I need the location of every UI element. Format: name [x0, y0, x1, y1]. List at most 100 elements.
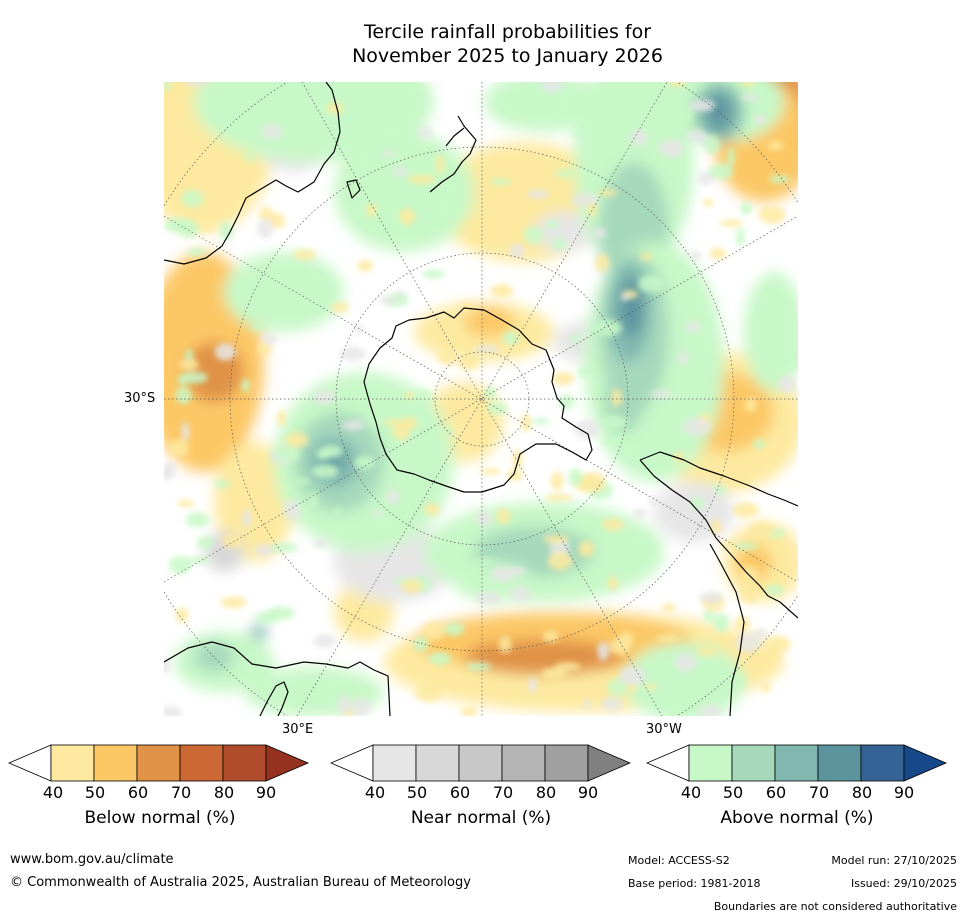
colorbar-segment	[688, 744, 733, 782]
speckle-near	[509, 585, 532, 602]
speckle-near	[753, 629, 768, 638]
colorbar-segment	[372, 744, 417, 782]
speckle-below	[673, 451, 684, 463]
speckle-below	[602, 611, 611, 619]
speckle-near	[685, 321, 701, 333]
speckle-near	[283, 499, 301, 520]
south-america-coast	[639, 451, 798, 619]
speckle-below	[611, 388, 622, 408]
speckle-above	[181, 189, 204, 208]
speckle-above	[422, 269, 445, 279]
speckle-above	[523, 226, 544, 245]
speckle-below	[655, 634, 681, 642]
speckle-below	[597, 190, 618, 197]
speckle-above	[266, 606, 295, 620]
colorbar-below-svg	[8, 744, 310, 782]
speckle-below	[464, 222, 474, 230]
speckle-below	[437, 347, 457, 365]
speckle-below	[284, 431, 309, 448]
speckle-above	[241, 378, 250, 393]
speckle-above	[604, 543, 615, 551]
speckle-above	[274, 446, 301, 462]
speckle-below	[175, 607, 189, 623]
speckle-near	[665, 139, 684, 158]
speckle-above	[551, 237, 567, 251]
near-tick-80: 80	[535, 783, 557, 802]
speckle-near	[703, 487, 719, 505]
speckle-above	[720, 671, 746, 692]
speckle-below	[578, 540, 595, 558]
lat-circle-45	[229, 146, 735, 652]
speckle-near	[583, 699, 592, 709]
near-normal-title: Near normal (%)	[410, 808, 552, 828]
colorbar-segment	[179, 744, 224, 782]
speckle-below	[457, 302, 476, 309]
speckle-below	[357, 259, 373, 272]
speckle-below	[739, 584, 758, 604]
colorbar-above-normal	[646, 744, 948, 782]
speckle-below	[221, 534, 244, 549]
speckle-above	[466, 662, 491, 671]
speckle-above	[555, 169, 575, 178]
probability-shading	[164, 82, 798, 716]
website-link[interactable]: www.bom.gov.au/climate	[10, 852, 174, 867]
speckle-above	[557, 94, 570, 114]
speckle-below	[543, 535, 569, 544]
colorbar-below-upper-arrow	[265, 744, 310, 782]
speckle-above	[412, 389, 432, 406]
colorbar-segment	[415, 744, 460, 782]
speckle-near	[339, 346, 367, 361]
speckle-below	[767, 141, 784, 151]
speckle-above	[752, 439, 765, 449]
speckle-above	[769, 175, 790, 184]
colorbar-below-lower-arrow	[8, 744, 52, 782]
speckle-below	[259, 206, 274, 222]
speckle-above	[354, 455, 375, 470]
speckle-near	[650, 497, 660, 506]
speckle-below	[602, 518, 624, 531]
above-tick-90: 90	[893, 783, 915, 802]
model-run-text: Model run: 27/10/2025	[831, 854, 957, 867]
map-title: Tercile rainfall probabilities for Novem…	[0, 20, 965, 68]
speckle-above	[502, 331, 519, 346]
speckle-below	[270, 212, 286, 229]
shade-above	[194, 642, 234, 672]
speckle-near	[509, 243, 525, 258]
speckle-near	[313, 538, 330, 548]
speckle-near	[164, 466, 177, 480]
speckle-above	[776, 349, 798, 370]
shade-above	[224, 252, 344, 332]
speckle-near	[164, 461, 176, 470]
speckle-above	[490, 178, 512, 185]
below-tick-90: 90	[255, 783, 277, 802]
australia-coast	[164, 82, 341, 265]
south-america-west-coast	[709, 543, 745, 716]
speckle-near	[540, 82, 564, 93]
speckle-above	[213, 480, 231, 488]
speckle-near	[593, 227, 607, 239]
speckle-near	[619, 666, 647, 686]
speckle-above	[558, 394, 575, 409]
speckle-above	[603, 437, 630, 447]
speckle-near	[386, 488, 400, 505]
speckle-above	[473, 558, 497, 566]
colorbar-near-segments	[372, 744, 589, 782]
colorbar-segment	[731, 744, 776, 782]
speckle-above	[185, 512, 210, 528]
speckle-above	[187, 248, 206, 256]
map-canvas	[164, 82, 798, 716]
shade-above	[251, 624, 267, 640]
probability-map	[164, 82, 798, 716]
speckle-below	[178, 358, 199, 371]
speckle-above	[185, 349, 193, 361]
below-tick-80: 80	[213, 783, 235, 802]
speckle-below	[609, 637, 632, 656]
speckle-near	[473, 345, 500, 353]
speckle-near	[528, 676, 537, 694]
speckle-above	[764, 584, 784, 596]
speckle-below	[401, 579, 423, 594]
shade-below	[464, 307, 514, 337]
speckle-above	[219, 221, 234, 241]
colorbar-segment	[774, 744, 819, 782]
colorbar-near-normal	[330, 744, 632, 782]
